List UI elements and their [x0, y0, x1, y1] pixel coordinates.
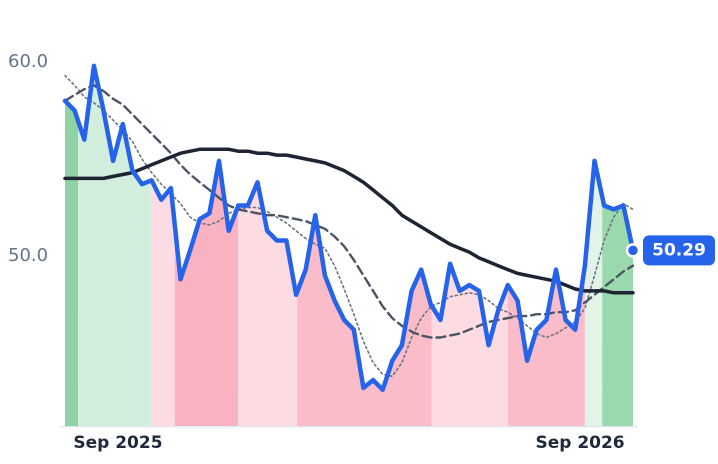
regime-band [77, 65, 152, 427]
x-tick-label: Sep 2026 [535, 433, 624, 453]
y-tick-label: 60.0 [8, 51, 48, 72]
regime-band [151, 180, 175, 427]
regime-band [431, 263, 508, 427]
series-line [62, 63, 636, 393]
x-tick-label: Sep 2025 [73, 433, 162, 453]
regime-band [238, 182, 298, 427]
regime-band [602, 196, 633, 427]
regime-band [584, 160, 603, 427]
last-point [625, 243, 641, 258]
last-value-pill [643, 235, 715, 266]
series-line [63, 147, 635, 295]
regime-bands [65, 65, 633, 427]
series-line [64, 74, 634, 378]
plot-lines [60, 63, 641, 428]
series-line [63, 84, 635, 339]
regime-band [297, 215, 432, 427]
last-value-label: 50.29 [652, 240, 706, 260]
regime-band [65, 100, 78, 427]
y-tick-label: 50.0 [8, 245, 48, 266]
regime-band [507, 265, 585, 427]
labels: 50.0 60.0 Sep 2025 Sep 2026 50.29 [8, 51, 715, 453]
regime-band [174, 160, 239, 427]
